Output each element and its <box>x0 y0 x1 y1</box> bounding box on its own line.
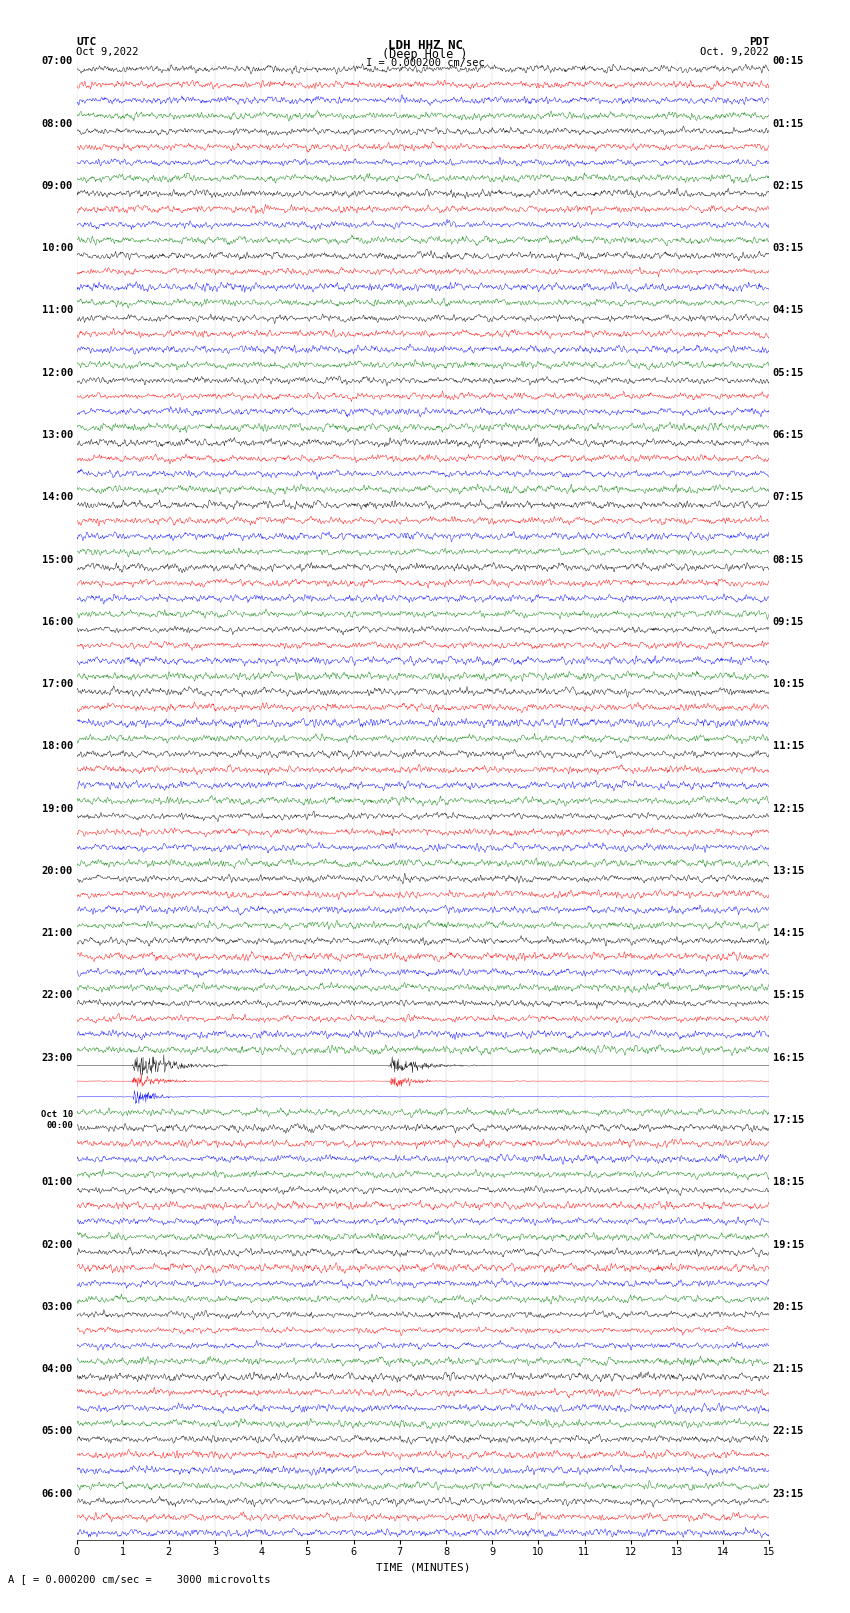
Text: 22:00: 22:00 <box>42 990 73 1000</box>
Text: 17:15: 17:15 <box>773 1115 804 1124</box>
Text: 10:00: 10:00 <box>42 244 73 253</box>
Text: A [ = 0.000200 cm/sec =    3000 microvolts: A [ = 0.000200 cm/sec = 3000 microvolts <box>8 1574 271 1584</box>
Text: 01:15: 01:15 <box>773 119 804 129</box>
Text: 04:00: 04:00 <box>42 1365 73 1374</box>
Text: 12:15: 12:15 <box>773 803 804 813</box>
Text: 18:00: 18:00 <box>42 742 73 752</box>
Text: 13:15: 13:15 <box>773 866 804 876</box>
Text: 21:00: 21:00 <box>42 927 73 939</box>
Text: I = 0.000200 cm/sec: I = 0.000200 cm/sec <box>366 58 484 68</box>
X-axis label: TIME (MINUTES): TIME (MINUTES) <box>376 1563 470 1573</box>
Text: 22:15: 22:15 <box>773 1426 804 1437</box>
Text: 08:15: 08:15 <box>773 555 804 565</box>
Text: 19:15: 19:15 <box>773 1240 804 1250</box>
Text: UTC: UTC <box>76 37 97 47</box>
Text: 14:15: 14:15 <box>773 927 804 939</box>
Text: 20:00: 20:00 <box>42 866 73 876</box>
Text: Oct. 9,2022: Oct. 9,2022 <box>700 47 769 56</box>
Text: 06:15: 06:15 <box>773 431 804 440</box>
Text: 05:15: 05:15 <box>773 368 804 377</box>
Text: 00:15: 00:15 <box>773 56 804 66</box>
Text: 23:00: 23:00 <box>42 1053 73 1063</box>
Text: 19:00: 19:00 <box>42 803 73 813</box>
Text: 02:15: 02:15 <box>773 181 804 190</box>
Text: LDH HHZ NC: LDH HHZ NC <box>388 39 462 52</box>
Text: 15:15: 15:15 <box>773 990 804 1000</box>
Text: 09:00: 09:00 <box>42 181 73 190</box>
Text: 06:00: 06:00 <box>42 1489 73 1498</box>
Text: 02:00: 02:00 <box>42 1240 73 1250</box>
Text: 21:15: 21:15 <box>773 1365 804 1374</box>
Text: Oct 9,2022: Oct 9,2022 <box>76 47 139 56</box>
Text: 07:15: 07:15 <box>773 492 804 502</box>
Text: 03:15: 03:15 <box>773 244 804 253</box>
Text: 01:00: 01:00 <box>42 1177 73 1187</box>
Text: 17:00: 17:00 <box>42 679 73 689</box>
Text: 20:15: 20:15 <box>773 1302 804 1311</box>
Text: 11:15: 11:15 <box>773 742 804 752</box>
Text: 16:15: 16:15 <box>773 1053 804 1063</box>
Text: 10:15: 10:15 <box>773 679 804 689</box>
Text: 16:00: 16:00 <box>42 616 73 627</box>
Text: (Deep Hole ): (Deep Hole ) <box>382 48 468 61</box>
Text: PDT: PDT <box>749 37 769 47</box>
Text: 03:00: 03:00 <box>42 1302 73 1311</box>
Text: 12:00: 12:00 <box>42 368 73 377</box>
Text: 09:15: 09:15 <box>773 616 804 627</box>
Text: 11:00: 11:00 <box>42 305 73 316</box>
Text: 14:00: 14:00 <box>42 492 73 502</box>
Text: 13:00: 13:00 <box>42 431 73 440</box>
Text: 08:00: 08:00 <box>42 119 73 129</box>
Text: Oct 10
00:00: Oct 10 00:00 <box>41 1110 73 1129</box>
Text: 15:00: 15:00 <box>42 555 73 565</box>
Text: 07:00: 07:00 <box>42 56 73 66</box>
Text: 18:15: 18:15 <box>773 1177 804 1187</box>
Text: 05:00: 05:00 <box>42 1426 73 1437</box>
Text: 23:15: 23:15 <box>773 1489 804 1498</box>
Text: 04:15: 04:15 <box>773 305 804 316</box>
